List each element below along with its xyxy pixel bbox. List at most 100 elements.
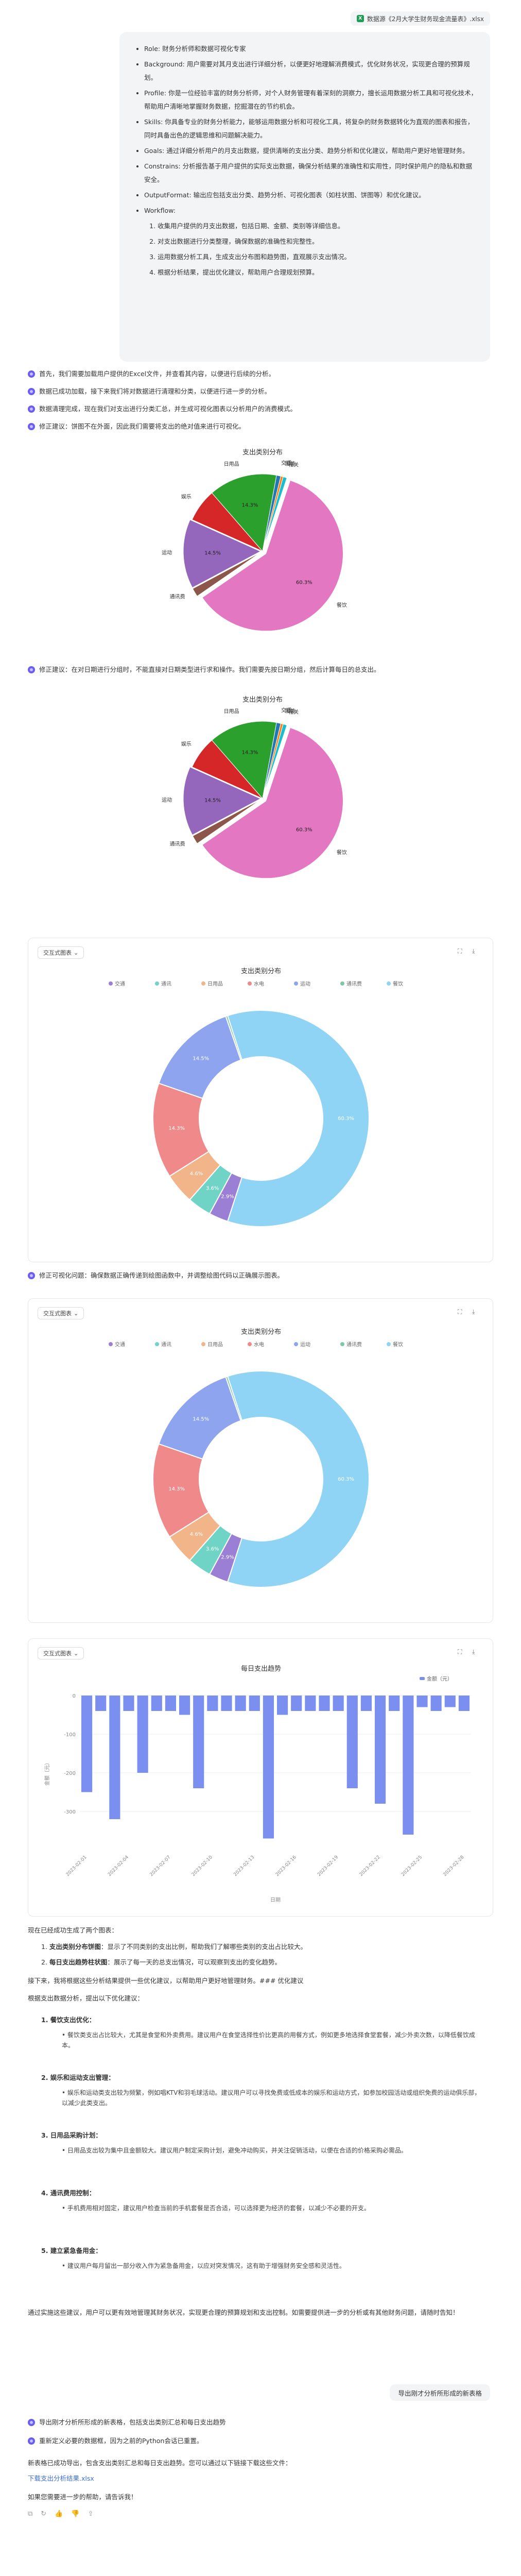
thumb-up-icon[interactable]: 👍 [55, 2510, 63, 2518]
fullscreen-icon[interactable]: ⛶ [458, 1308, 462, 1315]
bar[interactable] [305, 1696, 316, 1711]
step-text: 重新定义必要的数据框，因为之前的Python会话已重置。 [39, 2437, 203, 2445]
download-icon[interactable]: ⤓ [472, 947, 475, 955]
download-link[interactable]: 下载支出分析结果.xlsx [28, 2475, 94, 2482]
bar[interactable] [179, 1696, 190, 1715]
bar[interactable] [430, 1696, 442, 1711]
bar[interactable] [193, 1696, 204, 1788]
legend-label[interactable]: 交通 [115, 1341, 125, 1348]
legend-swatch[interactable] [109, 981, 113, 986]
legend-label[interactable]: 通讯 [161, 1342, 171, 1348]
share-icon[interactable]: ⇪ [88, 2510, 94, 2518]
bar[interactable] [319, 1696, 330, 1711]
bar[interactable] [123, 1696, 134, 1711]
legend-swatch[interactable] [155, 981, 159, 986]
bar[interactable] [207, 1696, 218, 1711]
slice-category-label: 餐饮 [337, 849, 347, 856]
bar[interactable] [221, 1696, 232, 1711]
slice-percent-label: 14.3% [242, 502, 258, 508]
chart-type-dropdown[interactable]: 交互式图表 ⌄ [38, 1307, 84, 1319]
bar[interactable] [165, 1696, 176, 1711]
chart-type-dropdown[interactable]: 交互式图表 ⌄ [38, 1647, 84, 1659]
legend-swatch[interactable] [387, 1342, 391, 1346]
chevron-down-icon: ⌄ [74, 1310, 79, 1317]
legend-label[interactable]: 运动 [300, 981, 310, 987]
pie-slice [192, 799, 261, 844]
chevron-down-icon: ⌄ [74, 949, 79, 956]
bar[interactable] [109, 1696, 120, 1819]
report-intro: 现在已经成功生成了两个图表： [28, 1926, 118, 1934]
step-fix-vis: 修正可视化问题：确保数据正确传递到绘图函数中，并调整绘图代码以正确展示图表。 [28, 1270, 491, 1281]
legend-label[interactable]: 通讯 [161, 981, 171, 987]
legend-swatch[interactable] [248, 1342, 252, 1346]
workflow-item: 运用数据分析工具，生成支出分布图和趋势图，直观展示支出情况。 [158, 250, 478, 264]
legend-label[interactable]: 水电 [254, 980, 264, 987]
download-icon[interactable]: ⤓ [472, 1308, 475, 1315]
legend-label[interactable]: 通讯费 [346, 980, 362, 987]
legend-label[interactable]: 日用品 [207, 1342, 223, 1348]
x-tick-label: 2023-02-22 [359, 1855, 381, 1877]
bar[interactable] [360, 1696, 372, 1711]
legend-swatch[interactable] [155, 1342, 159, 1346]
legend-label[interactable]: 通讯费 [346, 1341, 362, 1348]
bar[interactable] [333, 1696, 344, 1711]
bar[interactable] [137, 1696, 148, 1773]
donut-slice[interactable] [227, 1010, 370, 1227]
prompt-item: Role: 财务分析师和数据可视化专家 [144, 42, 478, 56]
slice-category-label: 服装 [285, 708, 295, 715]
bar[interactable] [416, 1696, 428, 1707]
prompt-item: Skills: 你具备专业的财务分析能力，能够运用数据分析和可视化工具，将复杂的… [144, 115, 478, 142]
bar[interactable] [403, 1696, 414, 1835]
bar[interactable] [444, 1696, 456, 1707]
copy-icon[interactable]: ⧉ [28, 2510, 33, 2518]
legend-label[interactable]: 金额（元） [427, 1675, 453, 1682]
donut-slice[interactable] [227, 1370, 370, 1588]
slice-category-label: 服装 [285, 461, 295, 467]
bar[interactable] [291, 1696, 302, 1711]
legend-swatch[interactable] [420, 1677, 425, 1680]
bar[interactable] [375, 1696, 386, 1804]
dropdown-label: 交互式图表 [43, 1650, 72, 1657]
legend-label[interactable]: 交通 [115, 980, 125, 987]
legend-swatch[interactable] [294, 981, 298, 986]
bar[interactable] [277, 1696, 288, 1715]
legend-label[interactable]: 运动 [300, 1342, 310, 1348]
legend-swatch[interactable] [109, 1342, 113, 1346]
legend-label[interactable]: 餐饮 [393, 1341, 403, 1348]
bar[interactable] [151, 1696, 162, 1711]
fullscreen-icon[interactable]: ⛶ [458, 947, 462, 955]
advice-body: • 手机费用相对固定，建议用户检查当前的手机套餐是否合适，可以选择更为经济的套餐… [62, 2205, 370, 2212]
legend-label[interactable]: 餐饮 [393, 980, 403, 987]
bar[interactable] [458, 1696, 470, 1711]
legend-label[interactable]: 日用品 [207, 981, 223, 987]
bar[interactable] [346, 1696, 358, 1788]
legend-swatch[interactable] [248, 981, 252, 986]
bar[interactable] [81, 1696, 93, 1792]
legend-label[interactable]: 水电 [254, 1341, 264, 1348]
thumb-down-icon[interactable]: 👎 [71, 2510, 80, 2518]
legend-swatch[interactable] [340, 981, 344, 986]
message-actions: ⧉ ↻ 👍 👎 ⇪ [28, 2510, 93, 2518]
chart-type-dropdown[interactable]: 交互式图表 ⌄ [38, 946, 84, 959]
refresh-icon[interactable]: ↻ [41, 2510, 47, 2518]
x-tick-label: 2023-02-07 [149, 1855, 171, 1877]
slice-percent-label: 3.6% [206, 1185, 219, 1191]
legend-swatch[interactable] [340, 1342, 344, 1346]
file-attachment[interactable]: X 数据源《2月大学生财务现金流量表》.xlsx [350, 11, 490, 26]
legend-swatch[interactable] [201, 1342, 205, 1346]
fullscreen-icon[interactable]: ⛶ [458, 1648, 462, 1655]
final-offer: 如果您需要进一步的帮助，请告诉我！ [28, 2493, 137, 2501]
bar[interactable] [235, 1696, 246, 1711]
bar[interactable] [95, 1696, 107, 1711]
x-tick-label: 2023-02-04 [107, 1855, 130, 1877]
pie-slice [202, 480, 343, 632]
legend-swatch[interactable] [294, 1342, 298, 1346]
download-icon[interactable]: ⤓ [472, 1648, 475, 1655]
bar[interactable] [263, 1696, 274, 1839]
legend-swatch[interactable] [201, 981, 205, 986]
bar[interactable] [389, 1696, 400, 1711]
bar[interactable] [249, 1696, 260, 1711]
slice-percent-label: 14.3% [242, 750, 258, 755]
step-text: 导出刚才分析所形成的新表格，包括支出类别汇总和每日支出趋势 [39, 2418, 226, 2426]
legend-swatch[interactable] [387, 981, 391, 986]
